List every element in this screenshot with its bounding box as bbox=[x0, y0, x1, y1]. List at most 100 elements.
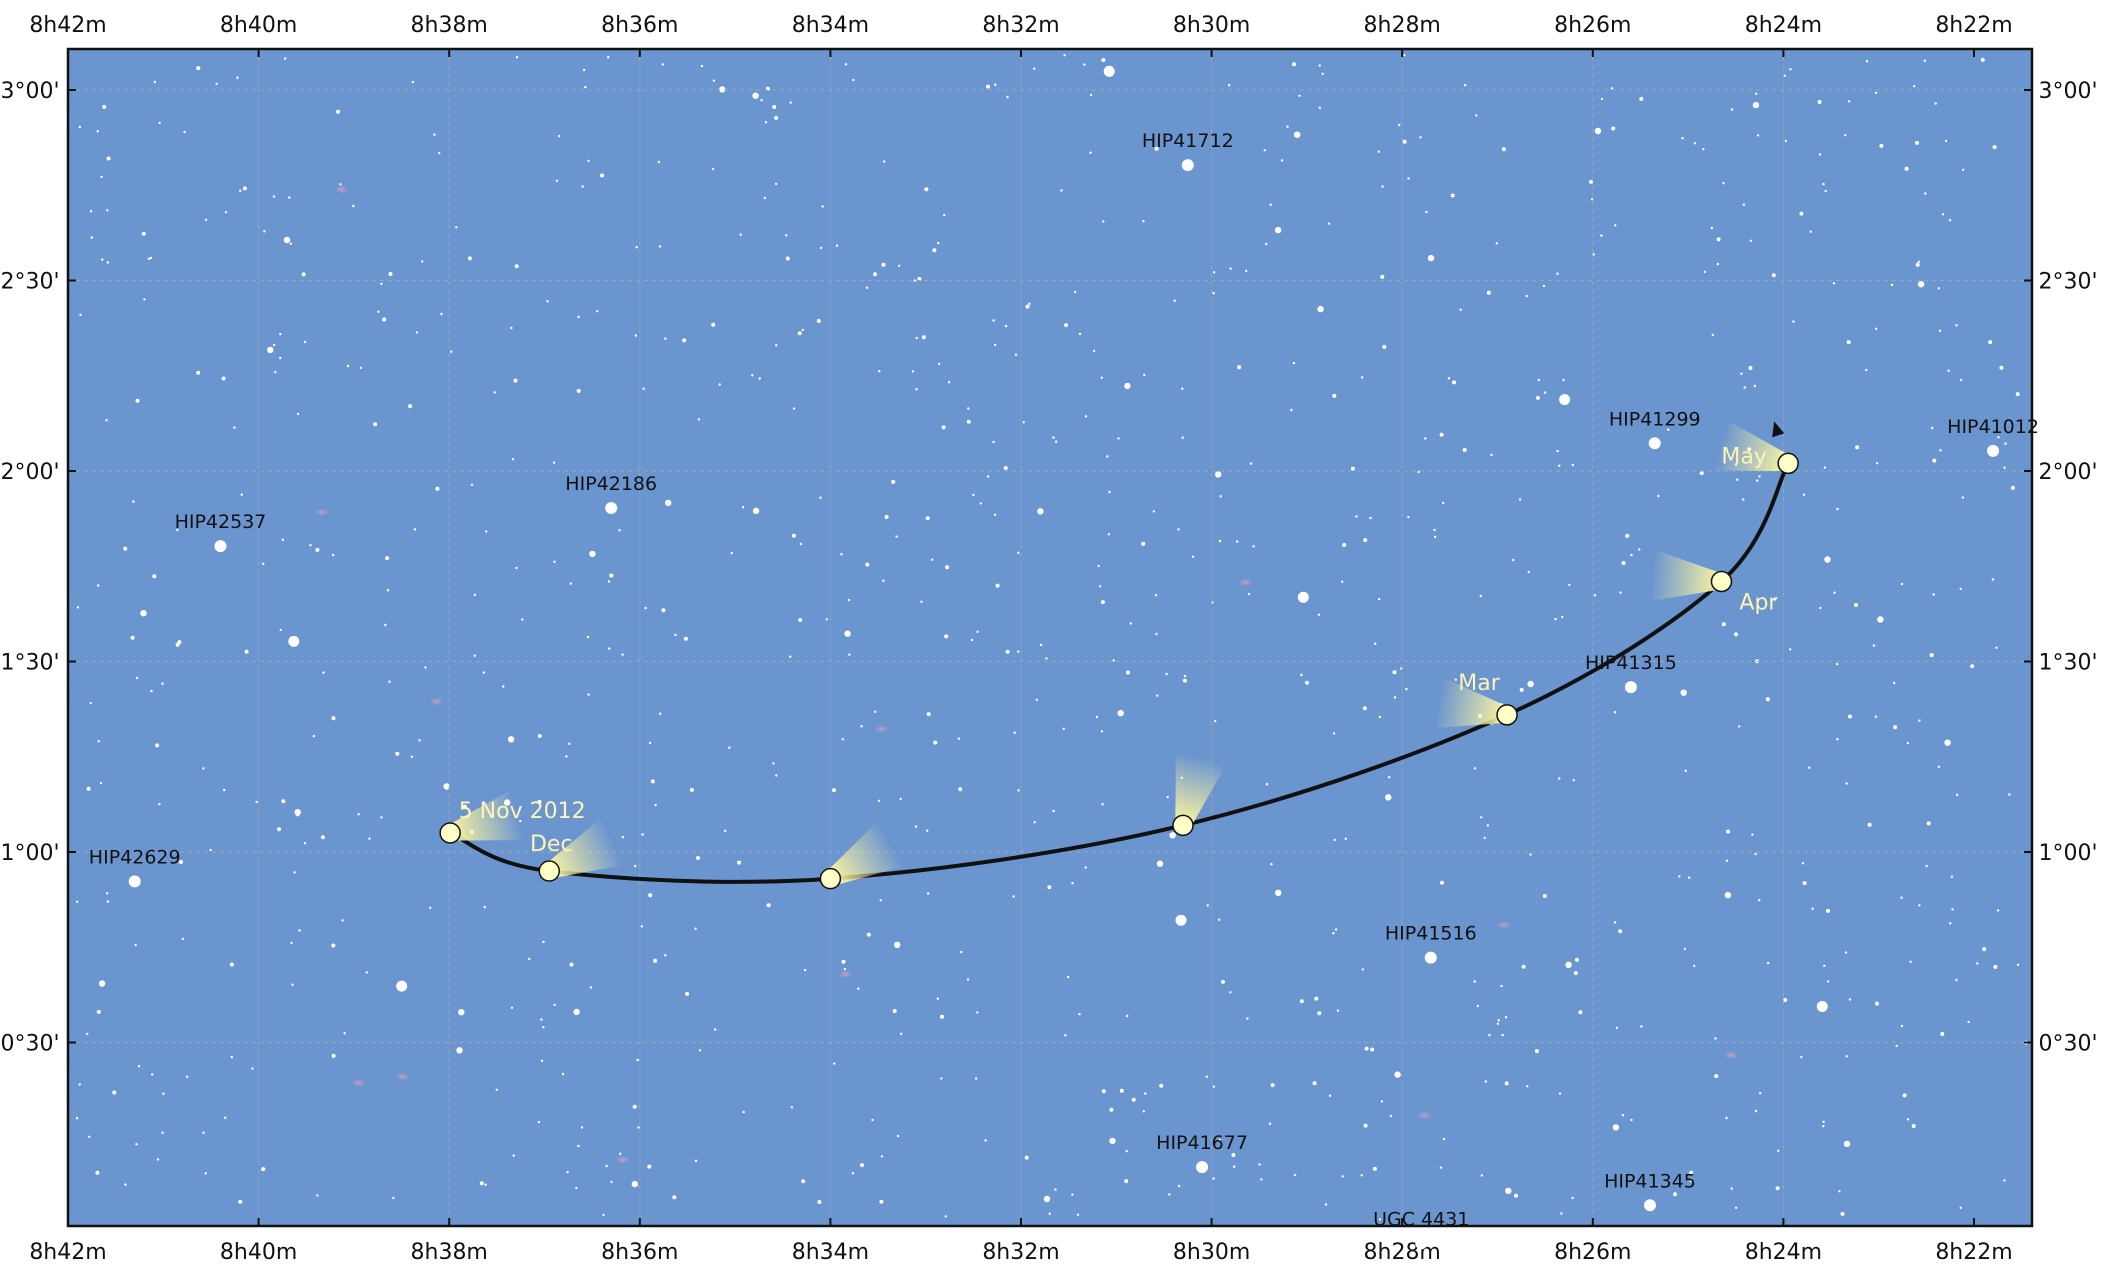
field-star bbox=[1129, 622, 1132, 625]
field-star bbox=[1363, 1123, 1368, 1128]
field-star bbox=[1997, 436, 2000, 439]
field-star bbox=[1865, 368, 1868, 372]
field-star bbox=[1231, 1153, 1236, 1157]
field-star bbox=[312, 734, 315, 738]
field-star bbox=[1109, 1137, 1116, 1145]
field-star bbox=[1321, 72, 1324, 76]
field-star bbox=[792, 407, 796, 410]
field-star bbox=[1836, 738, 1839, 741]
field-star bbox=[621, 835, 625, 839]
field-star bbox=[296, 412, 300, 416]
field-star bbox=[1527, 570, 1531, 574]
field-star bbox=[479, 1181, 484, 1186]
galaxy-smudge bbox=[838, 970, 853, 979]
field-star bbox=[1991, 578, 1995, 581]
field-star bbox=[1462, 447, 1467, 452]
field-star bbox=[1947, 369, 1950, 372]
field-star bbox=[844, 63, 848, 66]
field-star bbox=[433, 133, 436, 136]
field-star bbox=[1074, 290, 1077, 294]
field-star bbox=[1836, 507, 1839, 511]
field-star bbox=[1106, 455, 1109, 458]
field-star bbox=[865, 562, 870, 567]
field-star bbox=[1802, 493, 1806, 496]
galaxy-smudge bbox=[429, 697, 444, 706]
comet-head bbox=[1172, 814, 1194, 837]
field-star bbox=[1621, 1114, 1625, 1117]
field-star bbox=[1929, 653, 1934, 658]
field-star bbox=[1060, 189, 1063, 192]
field-star bbox=[561, 1072, 565, 1076]
field-star bbox=[772, 762, 775, 765]
field-star bbox=[507, 736, 515, 743]
field-star bbox=[698, 1049, 702, 1052]
field-star bbox=[1341, 1175, 1344, 1178]
field-star bbox=[653, 958, 658, 963]
field-star bbox=[637, 1126, 640, 1129]
field-star bbox=[540, 1018, 543, 1021]
galaxy-smudge bbox=[1417, 1111, 1432, 1120]
ra-tick-label-bottom: 8h28m bbox=[1364, 1240, 1441, 1265]
field-star bbox=[772, 105, 777, 109]
field-star bbox=[262, 562, 265, 565]
field-star bbox=[421, 260, 424, 263]
field-star bbox=[424, 666, 427, 669]
field-star bbox=[1722, 182, 1725, 185]
field-star bbox=[832, 788, 836, 793]
field-star bbox=[631, 1180, 638, 1188]
field-star bbox=[1342, 543, 1347, 547]
field-star bbox=[1154, 594, 1158, 597]
field-star bbox=[1024, 1155, 1029, 1160]
field-star bbox=[718, 383, 721, 386]
field-star bbox=[1902, 1093, 1907, 1098]
field-star bbox=[966, 978, 970, 981]
field-star bbox=[1738, 725, 1741, 728]
field-star bbox=[1442, 501, 1445, 505]
field-star bbox=[1909, 960, 1912, 963]
field-star bbox=[582, 68, 586, 72]
field-star bbox=[661, 608, 666, 613]
field-star bbox=[267, 346, 274, 354]
field-star bbox=[1556, 449, 1559, 453]
field-star bbox=[552, 461, 556, 464]
field-star bbox=[1334, 928, 1338, 931]
field-star bbox=[1095, 715, 1099, 719]
field-star bbox=[1218, 918, 1221, 921]
field-star bbox=[1168, 1193, 1171, 1196]
field-star bbox=[1100, 730, 1104, 733]
field-star bbox=[1143, 373, 1146, 377]
field-star bbox=[607, 580, 611, 583]
field-star bbox=[1845, 1055, 1849, 1058]
field-star bbox=[1917, 281, 1925, 288]
field-star bbox=[1245, 269, 1248, 273]
field-star bbox=[1144, 1092, 1147, 1095]
field-star bbox=[1693, 964, 1696, 968]
catalog-star-label: HIP41315 bbox=[1585, 652, 1677, 674]
field-star bbox=[1542, 894, 1547, 898]
field-star bbox=[289, 242, 292, 245]
field-star bbox=[1826, 908, 1830, 913]
field-star bbox=[2016, 963, 2020, 966]
field-star bbox=[1215, 471, 1222, 478]
dec-tick-label-right: 3°00' bbox=[2038, 79, 2097, 104]
field-star bbox=[1753, 384, 1757, 388]
field-star bbox=[1893, 681, 1896, 685]
field-star bbox=[1181, 436, 1184, 439]
field-star bbox=[542, 1026, 545, 1029]
field-star bbox=[1630, 1118, 1633, 1122]
field-star bbox=[388, 272, 393, 276]
field-star bbox=[1525, 294, 1528, 298]
field-star bbox=[728, 746, 731, 749]
field-star bbox=[1154, 146, 1159, 151]
field-star bbox=[1594, 127, 1602, 135]
field-star bbox=[1344, 837, 1347, 840]
field-star bbox=[357, 813, 360, 816]
field-star bbox=[1740, 372, 1743, 375]
field-star bbox=[658, 245, 662, 248]
field-star bbox=[384, 623, 387, 627]
field-star bbox=[1511, 558, 1515, 562]
field-star bbox=[1270, 863, 1273, 866]
field-star bbox=[1305, 680, 1309, 685]
field-star bbox=[1558, 777, 1561, 780]
